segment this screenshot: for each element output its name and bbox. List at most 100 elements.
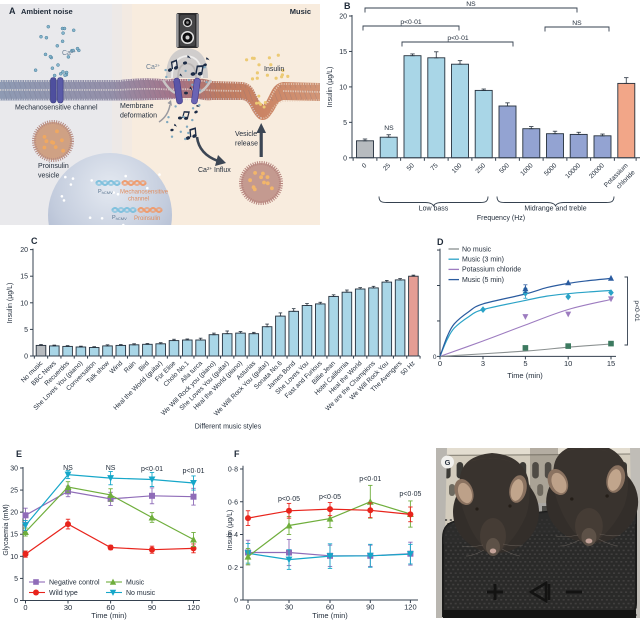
svg-text:10: 10 [20, 300, 28, 307]
svg-text:0: 0 [234, 598, 238, 605]
svg-text:3: 3 [481, 359, 485, 368]
svg-text:0: 0 [246, 603, 250, 612]
svg-text:0: 0 [361, 162, 369, 170]
svg-text:Proinsulin: Proinsulin [134, 216, 160, 222]
svg-text:p<0·01: p<0·01 [141, 466, 163, 473]
svg-text:Wild type: Wild type [49, 590, 78, 597]
svg-text:p<0·01: p<0·01 [447, 35, 469, 42]
svg-text:60: 60 [326, 603, 334, 612]
svg-text:Different music styles: Different music styles [195, 424, 262, 431]
svg-text:10: 10 [339, 84, 347, 91]
svg-text:Proinsulin: Proinsulin [38, 163, 69, 170]
svg-text:Insulin: Insulin [264, 66, 284, 73]
svg-text:release: release [235, 141, 258, 148]
svg-text:p<0·05: p<0·05 [399, 491, 421, 498]
svg-text:0·8: 0·8 [228, 467, 238, 474]
svg-text:Potassium chloride: Potassium chloride [462, 267, 521, 274]
svg-text:Insulin (µg/L): Insulin (µg/L) [7, 283, 14, 324]
svg-text:deformation: deformation [120, 113, 157, 120]
svg-text:F: F [234, 449, 240, 459]
svg-text:G: G [445, 458, 451, 467]
svg-text:D: D [437, 237, 444, 247]
svg-text:30: 30 [285, 603, 293, 612]
svg-text:A: A [9, 6, 16, 16]
svg-text:channel: channel [128, 197, 149, 203]
svg-text:Music: Music [290, 7, 311, 16]
svg-text:30: 30 [10, 465, 18, 472]
svg-text:20: 20 [10, 510, 18, 517]
svg-text:10: 10 [10, 554, 18, 561]
svg-text:20: 20 [20, 247, 28, 254]
svg-text:10: 10 [564, 359, 572, 368]
svg-text:Time (min): Time (min) [312, 611, 348, 620]
svg-text:Insulin (µg/L): Insulin (µg/L) [327, 67, 334, 108]
svg-text:Membrane: Membrane [120, 103, 154, 110]
svg-text:90: 90 [148, 603, 156, 612]
svg-text:Ca2+ Influx: Ca2+ Influx [198, 166, 231, 174]
svg-text:15: 15 [20, 274, 28, 281]
svg-text:Time (min): Time (min) [507, 371, 543, 380]
svg-text:NS: NS [63, 465, 73, 472]
svg-text:Glycaemia (mM): Glycaemia (mM) [3, 504, 10, 555]
svg-text:NS: NS [384, 125, 394, 132]
svg-text:0·6: 0·6 [228, 499, 238, 506]
svg-text:Ca2+: Ca2+ [146, 63, 160, 71]
svg-text:NS: NS [106, 465, 116, 472]
svg-text:Low bass: Low bass [419, 206, 449, 213]
svg-text:120: 120 [404, 603, 417, 612]
svg-text:5: 5 [343, 120, 347, 127]
svg-text:Negative control: Negative control [49, 580, 100, 587]
svg-text:25: 25 [10, 488, 18, 495]
svg-text:E: E [16, 449, 22, 459]
svg-text:15: 15 [339, 49, 347, 56]
svg-text:0·2: 0·2 [228, 565, 238, 572]
svg-text:15: 15 [607, 359, 615, 368]
svg-text:5: 5 [523, 359, 527, 368]
svg-text:30: 30 [64, 603, 72, 612]
svg-text:Music (5 min): Music (5 min) [462, 277, 504, 284]
svg-text:Midrange and treble: Midrange and treble [524, 206, 586, 213]
svg-text:PhCMV: PhCMV [112, 215, 127, 221]
svg-text:0: 0 [24, 354, 28, 361]
svg-text:0: 0 [23, 603, 27, 612]
svg-text:5: 5 [14, 576, 18, 583]
svg-text:No music: No music [462, 246, 492, 253]
svg-text:NS: NS [572, 20, 582, 27]
svg-text:C: C [31, 236, 38, 246]
svg-text:PhCMV: PhCMV [98, 189, 113, 195]
svg-text:20: 20 [339, 14, 347, 21]
svg-text:50: 50 [406, 162, 416, 172]
svg-text:Vesicle: Vesicle [235, 131, 257, 138]
svg-text:vesicle: vesicle [38, 173, 60, 180]
svg-text:Ambient noise: Ambient noise [21, 7, 73, 16]
svg-text:Frequency (Hz): Frequency (Hz) [477, 215, 525, 222]
svg-text:p<0·01: p<0·01 [400, 19, 422, 26]
svg-text:p<0·01: p<0·01 [183, 468, 205, 475]
svg-text:NS: NS [466, 1, 476, 8]
svg-text:p<0·01: p<0·01 [359, 476, 381, 483]
svg-text:75: 75 [430, 162, 440, 172]
svg-text:0: 0 [433, 354, 437, 361]
svg-text:120: 120 [187, 603, 200, 612]
svg-text:p<0·05: p<0·05 [278, 496, 300, 503]
svg-text:60: 60 [106, 603, 114, 612]
svg-text:Music (3 min): Music (3 min) [462, 257, 504, 264]
svg-text:Mechanosensitive: Mechanosensitive [120, 190, 169, 196]
svg-text:0·4: 0·4 [228, 532, 238, 539]
svg-text:Music: Music [126, 580, 145, 587]
svg-text:B: B [344, 1, 351, 11]
svg-text:0: 0 [343, 155, 347, 162]
svg-text:25: 25 [382, 162, 392, 172]
svg-text:No music: No music [126, 590, 156, 597]
svg-text:Mechanosensitive channel: Mechanosensitive channel [15, 105, 98, 112]
svg-text:p<0·01: p<0·01 [633, 300, 640, 322]
svg-text:Insulin (µg/L): Insulin (µg/L) [227, 510, 234, 551]
svg-text:15: 15 [10, 532, 18, 539]
svg-text:5: 5 [24, 327, 28, 334]
svg-text:Time (min): Time (min) [91, 611, 127, 620]
svg-text:0: 0 [14, 598, 18, 605]
svg-text:0: 0 [438, 359, 442, 368]
svg-text:90: 90 [366, 603, 374, 612]
svg-text:Ca2+: Ca2+ [62, 49, 76, 57]
svg-text:p<0·05: p<0·05 [319, 494, 341, 501]
